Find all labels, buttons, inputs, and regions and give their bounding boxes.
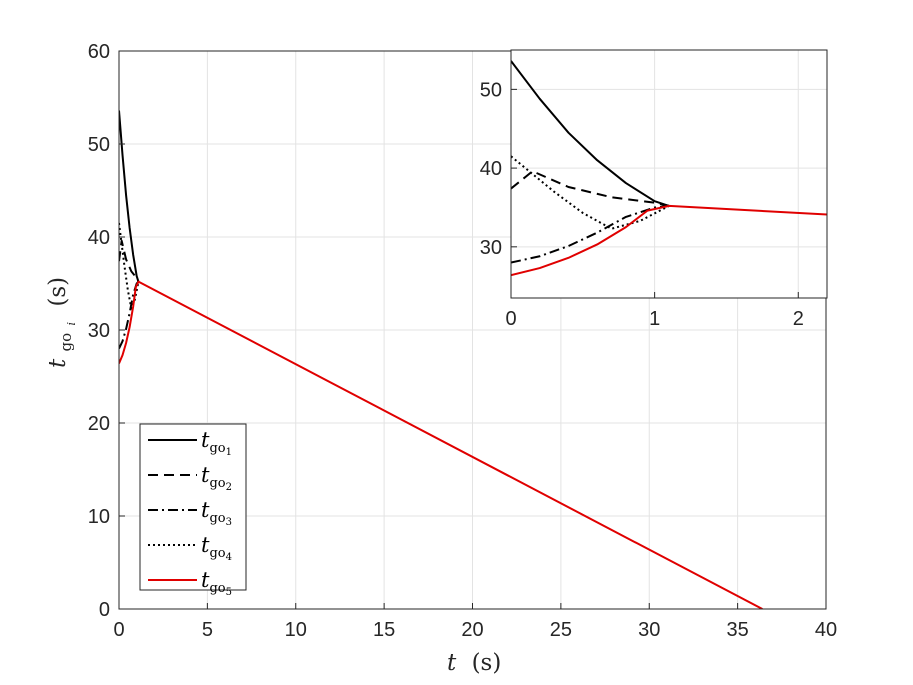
inset-series-4-line xyxy=(511,155,670,230)
legend-label-1: tgo1 xyxy=(201,428,232,458)
main-ytick-label: 40 xyxy=(88,227,110,249)
main-xtick-label: 15 xyxy=(373,619,395,641)
legend-label-4: tgo4 xyxy=(201,533,232,563)
legend-box xyxy=(139,423,247,591)
inset-series-5-line xyxy=(511,204,827,277)
y-axis-label-var: t xyxy=(45,358,71,368)
y-axis-label-subsub: i xyxy=(65,322,78,326)
inset-ytick-label: 40 xyxy=(480,158,502,180)
y-axis-label: t go i (s) xyxy=(45,277,81,368)
main-xtick-label: 10 xyxy=(285,619,307,641)
inset-axes-box xyxy=(510,49,828,299)
main-xtick-label: 30 xyxy=(638,619,660,641)
main-xtick-label: 20 xyxy=(461,619,483,641)
inset-ytick-label: 50 xyxy=(480,79,502,101)
inset-series-1-line xyxy=(511,60,670,207)
main-ytick-label: 30 xyxy=(88,320,110,342)
x-axis-label: t (s) xyxy=(447,650,501,676)
legend: tgo1 tgo2 tgo3 tgo4 tgo5 xyxy=(139,423,247,598)
inset-xtick-label: 1 xyxy=(649,308,660,330)
main-ytick-label: 0 xyxy=(99,599,110,621)
legend-label-3: tgo3 xyxy=(201,498,232,528)
legend-label-2: tgo2 xyxy=(201,463,232,493)
main-series xyxy=(119,110,763,609)
inset-ytick-label: 30 xyxy=(480,237,502,259)
svg-text:t go i (s): t go i (s) xyxy=(45,277,81,368)
main-xtick-label: 0 xyxy=(113,619,124,641)
main-xtick-label: 35 xyxy=(727,619,749,641)
inset-ticks: 0 1 2 30 40 50 xyxy=(480,79,804,330)
inset-series xyxy=(511,60,827,277)
y-axis-label-sub: go xyxy=(57,333,75,352)
inset-xtick-label: 0 xyxy=(505,308,516,330)
main-xtick-label: 40 xyxy=(815,619,837,641)
inset-xtick-label: 2 xyxy=(793,308,804,330)
main-ytick-label: 50 xyxy=(88,134,110,156)
main-series-5-line xyxy=(119,280,763,609)
main-ytick-label: 10 xyxy=(88,506,110,528)
inset-axes: 0 1 2 30 40 50 xyxy=(480,49,828,330)
legend-label-5: tgo5 xyxy=(201,568,232,598)
main-xtick-label: 5 xyxy=(202,619,213,641)
x-axis-label-var: t xyxy=(447,650,457,676)
main-xtick-label: 25 xyxy=(550,619,572,641)
x-axis-label-unit: (s) xyxy=(472,650,502,676)
main-series-1-line xyxy=(119,110,140,282)
main-ytick-label: 60 xyxy=(88,41,110,63)
inset-series-3-line xyxy=(511,204,670,264)
inset-series-2-line xyxy=(511,170,670,207)
inset-plot-area xyxy=(511,50,827,298)
svg-text:t (s): t (s) xyxy=(447,650,501,676)
y-axis-label-unit: (s) xyxy=(45,277,71,307)
main-ytick-label: 20 xyxy=(88,413,110,435)
